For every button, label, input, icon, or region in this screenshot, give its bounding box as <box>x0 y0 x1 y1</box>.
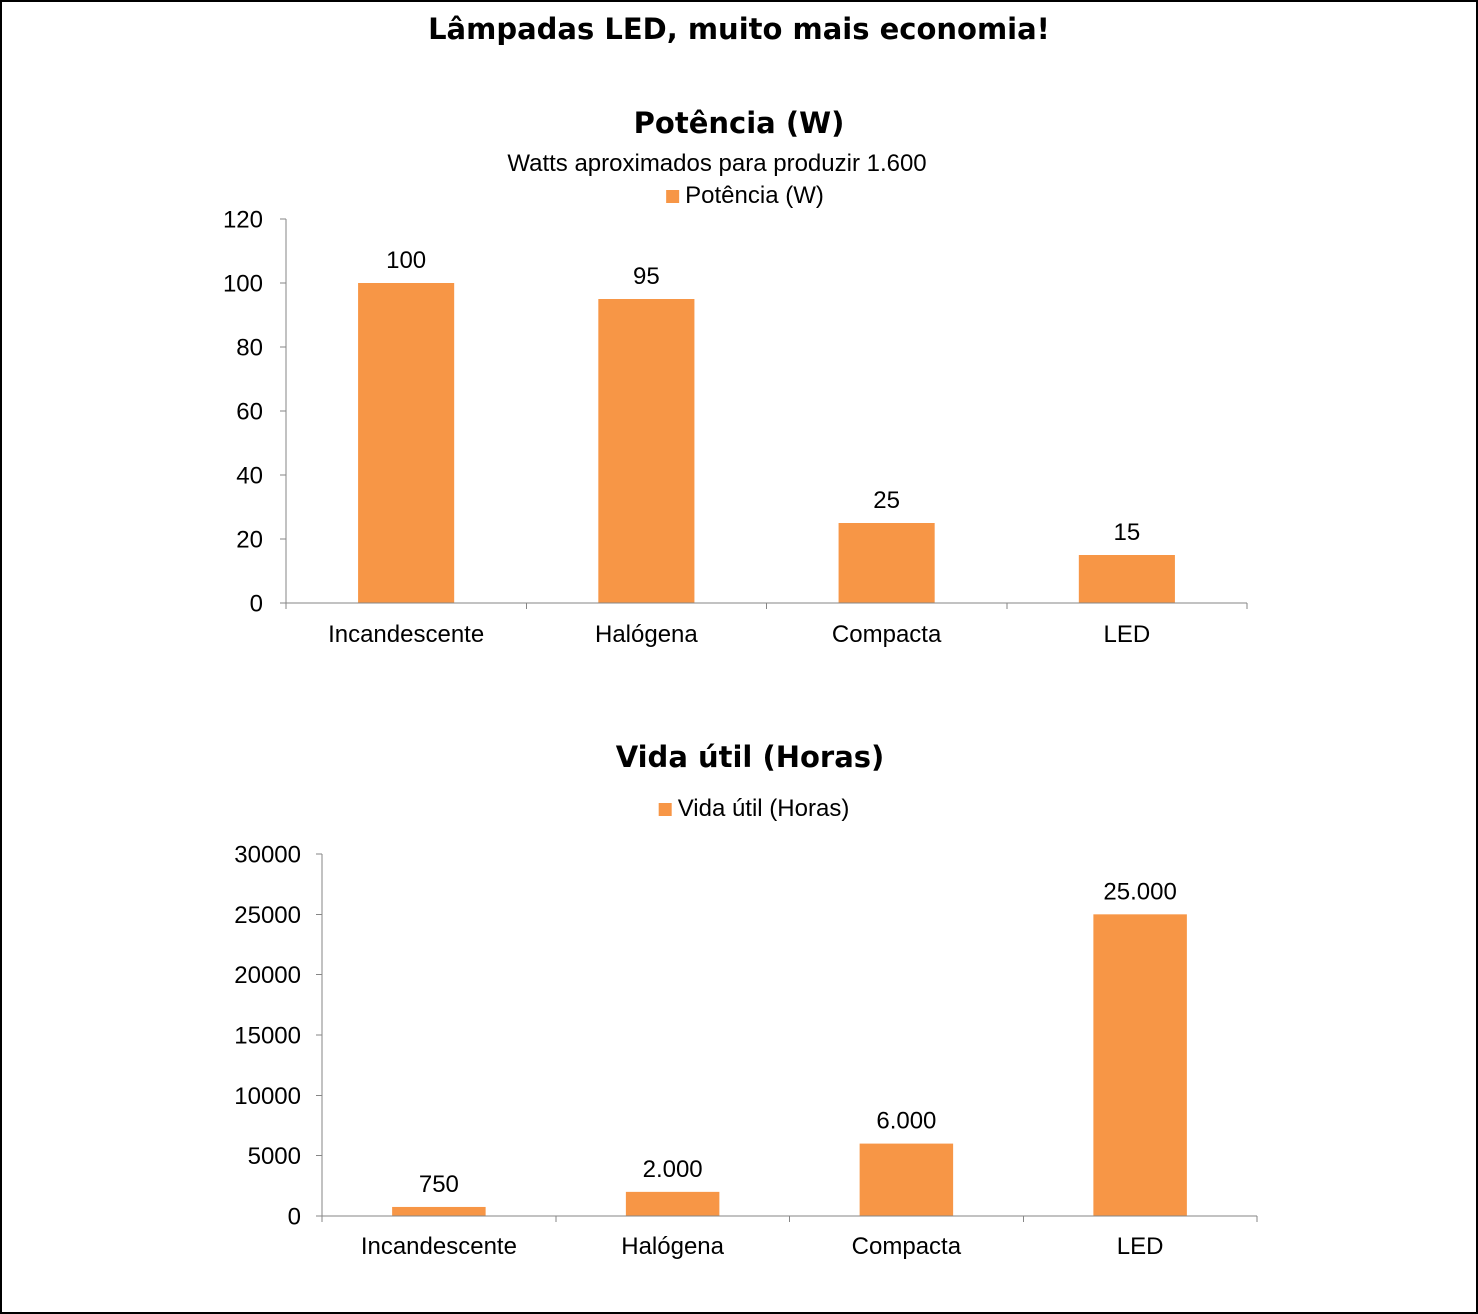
vida-util-horas-y-tick-label: 25000 <box>234 902 301 929</box>
legend-swatch <box>666 189 680 203</box>
vida-util-horas-x-category-label-led: LED <box>1117 1233 1164 1260</box>
potencia-w-y-tick-label: 120 <box>223 207 263 234</box>
vida-util-horas-y-tick-label: 5000 <box>248 1143 301 1170</box>
chart-legend: Potência (W) <box>666 182 824 210</box>
chart-title: Potência (W) <box>633 106 845 140</box>
vida-util-horas-x-category-label-incandescente: Incandescente <box>361 1233 517 1260</box>
plot-area-potencia: 100 95 25 15 0 20 40 60 80 100 120 Incandescente Hal… <box>223 207 1248 648</box>
potencia-w-bar-compacta <box>838 523 935 603</box>
potencia-w-y-tick-label: 20 <box>236 527 263 554</box>
legend-label: Potência (W) <box>685 182 824 209</box>
vida-util-horas-bar-incandescente <box>392 1206 486 1216</box>
vida-util-horas-y-tick-label: 0 <box>288 1204 301 1231</box>
potencia-w-bar-incandescente <box>358 283 455 603</box>
potencia-w-bar-halogena <box>598 299 695 603</box>
vida-util-horas-data-label-incandescente: 750 <box>419 1171 459 1198</box>
potencia-w-y-tick-label: 60 <box>236 399 263 426</box>
potencia-w-y-tick-label: 40 <box>236 463 263 490</box>
potencia-w-data-label-led: 15 <box>1114 519 1141 546</box>
vida-util-horas-data-label-halogena: 2.000 <box>643 1156 703 1183</box>
potencia-w-x-category-label-halogena: Halógena <box>595 621 698 648</box>
potencia-w-bar-led <box>1078 555 1175 603</box>
potencia-w-y-tick-label: 100 <box>223 271 263 298</box>
vida-util-horas-y-tick-label: 30000 <box>234 842 301 869</box>
potencia-w-y-tick-label: 80 <box>236 335 263 362</box>
vida-util-horas-bar-led <box>1093 914 1187 1216</box>
legend-label: Vida útil (Horas) <box>677 795 850 822</box>
vida-util-horas-x-category-label-halogena: Halógena <box>621 1233 724 1260</box>
potencia-w-data-label-incandescente: 100 <box>386 247 426 274</box>
plot-area-vida-util: 750 2.000 6.000 25.000 0 5000 10000 15000 20000 2… <box>234 842 1258 1260</box>
page-title: Lâmpadas LED, muito mais economia! <box>428 12 1050 46</box>
vida-util-horas-y-tick-label: 10000 <box>234 1083 301 1110</box>
legend-swatch <box>658 802 672 816</box>
chart-potencia: 100 95 25 15 0 20 40 60 80 100 120 Incandescente Hal… <box>223 106 1248 648</box>
chart-legend: Vida útil (Horas) <box>658 795 850 823</box>
vida-util-horas-y-tick-label: 20000 <box>234 962 301 989</box>
chart-vida-util: 750 2.000 6.000 25.000 0 5000 10000 15000 20000 2… <box>0 690 1478 1314</box>
potencia-w-data-label-compacta: 25 <box>873 487 900 514</box>
vida-util-horas-bar-halogena <box>625 1191 720 1216</box>
potencia-w-data-label-halogena: 95 <box>633 263 660 290</box>
chart-subtitle: Watts aproximados para produzir 1.600 <box>507 150 927 177</box>
vida-util-horas-data-label-compacta: 6.000 <box>876 1108 936 1135</box>
potencia-w-x-category-label-led: LED <box>1104 621 1151 648</box>
chart-title: Vida útil (Horas) <box>615 740 885 774</box>
vida-util-horas-x-category-label-compacta: Compacta <box>852 1233 962 1260</box>
potencia-w-x-category-label-compacta: Compacta <box>832 621 942 648</box>
vida-util-horas-y-tick-label: 15000 <box>234 1023 301 1050</box>
potencia-w-y-tick-label: 0 <box>250 591 263 618</box>
potencia-w-x-category-label-incandescente: Incandescente <box>328 621 484 648</box>
vida-util-horas-data-label-led: 25.000 <box>1103 878 1176 905</box>
vida-util-horas-bar-compacta <box>859 1143 954 1216</box>
